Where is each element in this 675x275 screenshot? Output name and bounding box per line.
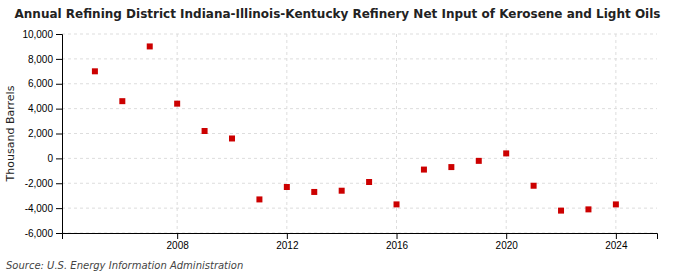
y-axis: -6,000 -4,000 -2,000 0 2,000 4,000 6,000 8,000 1…: [22, 29, 62, 239]
tick: -2,000: [25, 178, 62, 189]
x-axis: 2008 2012 2016 2020 2024: [63, 233, 658, 251]
point: [531, 183, 537, 189]
grid-line: [62, 183, 657, 184]
point: [339, 188, 345, 194]
grid-line: [62, 158, 657, 159]
tick: 2020: [496, 233, 519, 251]
tick: 10,000: [22, 29, 62, 40]
point: [311, 189, 317, 195]
tick-mark: [56, 158, 62, 159]
tick-mark: [56, 34, 62, 35]
point: [147, 43, 153, 49]
point: [421, 167, 427, 173]
tick-mark: [56, 59, 62, 60]
point: [476, 158, 482, 164]
tick-mark: [177, 233, 178, 239]
tick-label: 2012: [276, 240, 299, 251]
axis-line: [63, 234, 658, 240]
tick: 2024: [605, 233, 628, 251]
tick: -6,000: [25, 228, 62, 239]
grid-line: [506, 34, 507, 233]
grid-line: [62, 83, 657, 84]
tick-label: 2024: [605, 240, 628, 251]
point: [92, 68, 98, 74]
point: [585, 206, 591, 212]
grid: [62, 34, 657, 233]
tick-label: 2020: [496, 240, 519, 251]
point: [613, 201, 619, 207]
point: [448, 164, 454, 170]
tick-label: 4,000: [28, 103, 53, 114]
tick-mark: [56, 84, 62, 85]
tick-label: -4,000: [25, 203, 54, 214]
tick: 2008: [167, 233, 190, 251]
tick-mark: [287, 233, 288, 239]
grid-line: [62, 34, 657, 35]
point: [284, 184, 290, 190]
point: [366, 179, 372, 185]
tick: 2016: [386, 233, 409, 251]
chart: Annual Refining District Indiana-Illinoi…: [0, 0, 675, 275]
plot: 2008 2012 2016 2020 2024 -6,000 -4,000 -2,000 0 2…: [22, 29, 657, 251]
tick-label: 6,000: [28, 78, 53, 89]
tick: 6,000: [28, 78, 62, 89]
point: [202, 128, 208, 134]
tick-label: 2,000: [28, 128, 53, 139]
point: [119, 98, 125, 104]
tick-label: -6,000: [25, 228, 54, 239]
tick-mark: [56, 183, 62, 184]
tick: 2012: [276, 233, 299, 251]
point: [394, 201, 400, 207]
grid-line: [286, 34, 287, 233]
tick-mark: [506, 233, 507, 239]
tick: 4,000: [28, 103, 62, 114]
tick-mark: [56, 208, 62, 209]
tick-label: 2008: [167, 240, 190, 251]
point: [558, 208, 564, 214]
title: Annual Refining District Indiana-Illinoi…: [15, 7, 661, 21]
point: [174, 101, 180, 107]
axis-line: [56, 35, 63, 234]
y-axis-label: Thousand Barrels: [4, 85, 17, 182]
grid-line: [62, 208, 657, 209]
grid-line: [62, 108, 657, 109]
source: Source: U.S. Energy Information Administ…: [6, 260, 243, 271]
tick-label: 10,000: [22, 29, 53, 40]
tick-label: 0: [47, 153, 53, 164]
tick-mark: [397, 233, 398, 239]
tick: -4,000: [25, 203, 62, 214]
tick: 2,000: [28, 128, 62, 139]
grid-line: [62, 133, 657, 134]
point: [256, 196, 262, 202]
tick-label: -2,000: [25, 178, 54, 189]
tick-label: 8,000: [28, 54, 53, 65]
point: [503, 150, 509, 156]
tick-mark: [56, 134, 62, 135]
points: [92, 43, 619, 213]
tick-mark: [56, 233, 62, 234]
tick: 8,000: [28, 54, 62, 65]
point: [229, 135, 235, 141]
tick-mark: [56, 109, 62, 110]
tick-mark: [616, 233, 617, 239]
tick-label: 2016: [386, 240, 409, 251]
tick: 0: [47, 153, 62, 164]
grid-line: [62, 58, 657, 59]
grid-line: [177, 34, 178, 233]
